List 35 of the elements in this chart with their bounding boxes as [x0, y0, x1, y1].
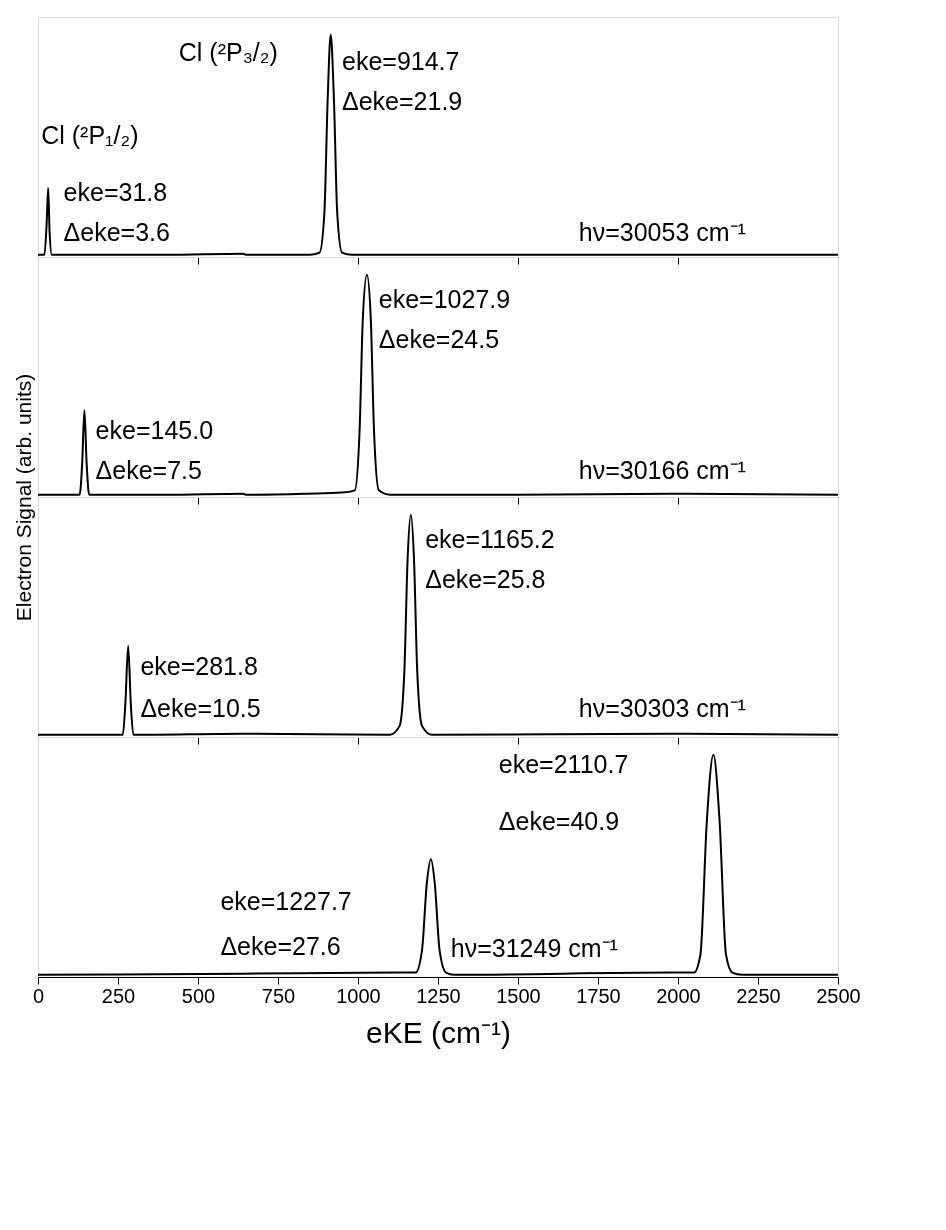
annotation: eke=1027.9 — [378, 285, 511, 314]
annotation: Δeke=7.5 — [95, 456, 202, 485]
annotation: Δeke=40.9 — [498, 807, 620, 836]
annotation: eke=31.8 — [63, 178, 168, 207]
x-tick-label: 1250 — [416, 984, 461, 1007]
x-tick-label: 2000 — [656, 984, 701, 1007]
x-tick-label: 500 — [181, 984, 216, 1007]
y-axis-title: Electron Signal (arb. units) — [11, 373, 35, 622]
x-tick-label: 750 — [261, 984, 296, 1007]
annotation: Cl (²P₃/₂) — [178, 38, 278, 67]
annotation: Cl (²P₁/₂) — [41, 120, 139, 149]
x-tick-label: 1750 — [576, 984, 621, 1007]
x-tick-label: 2500 — [816, 984, 861, 1007]
annotation: eke=914.7 — [342, 47, 460, 76]
x-tick-label: 0 — [32, 984, 45, 1007]
annotation: Δeke=21.9 — [342, 87, 463, 116]
x-tick-label: 1000 — [336, 984, 381, 1007]
x-tick-label: 250 — [101, 984, 136, 1007]
annotation: hν=30166 cm⁻¹ — [578, 456, 746, 485]
annotation: hν=31249 cm⁻¹ — [450, 934, 618, 962]
annotation: eke=281.8 — [140, 651, 258, 680]
annotation: Δeke=3.6 — [63, 218, 170, 247]
annotation: Δeke=10.5 — [140, 694, 261, 722]
x-axis-title: eKE (cm⁻¹) — [366, 1015, 511, 1049]
annotation: Δeke=25.8 — [425, 565, 546, 594]
annotation: eke=1227.7 — [220, 887, 352, 916]
annotation: Δeke=24.5 — [378, 325, 500, 354]
annotation: eke=2110.7 — [498, 749, 629, 778]
annotation: hν=30303 cm⁻¹ — [578, 694, 746, 722]
annotation: eke=145.0 — [95, 416, 214, 445]
annotation: Δeke=27.6 — [220, 931, 341, 960]
x-tick-label: 1500 — [496, 984, 541, 1007]
annotation: hν=30053 cm⁻¹ — [578, 218, 746, 247]
x-tick-label: 2250 — [736, 984, 781, 1007]
annotation: eke=1165.2 — [425, 525, 555, 554]
